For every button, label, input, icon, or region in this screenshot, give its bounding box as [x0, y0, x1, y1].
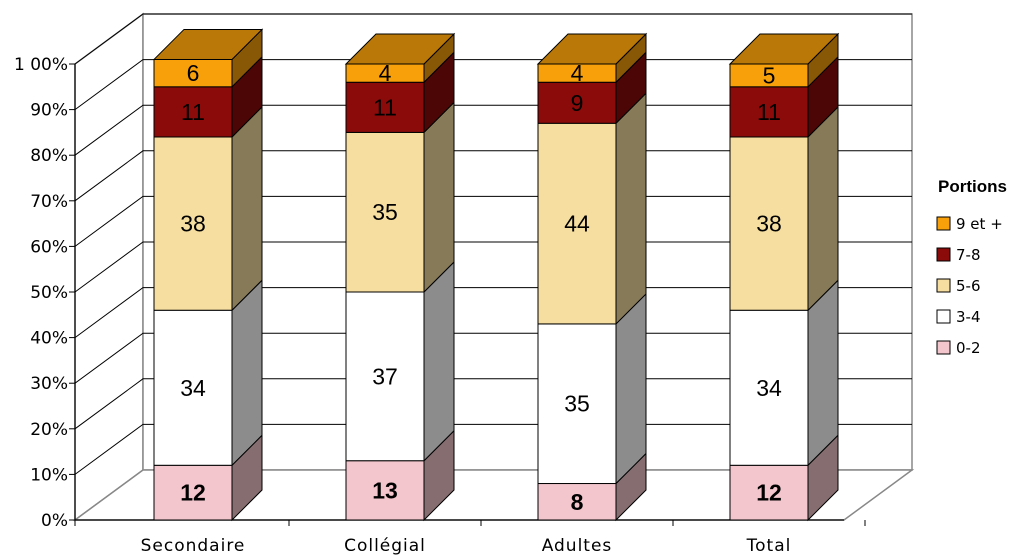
legend-item-3-4: 3-4	[936, 308, 981, 326]
y-axis-ticks: 0% 10% 20% 30% 40% 50% 60% 70% 80% 90% 1 00%	[14, 55, 75, 531]
data-label-5-6: 35	[372, 199, 398, 225]
y-tick-label: 50%	[30, 283, 68, 303]
gridline	[74, 423, 912, 475]
bar-top-9-et	[536, 33, 648, 65]
bar-segment-3-4	[729, 309, 809, 466]
data-label-0-2: 8	[571, 489, 584, 515]
legend-swatch	[936, 278, 951, 293]
y-tick-label: 80%	[30, 146, 68, 166]
bar-side-3-4	[615, 292, 647, 485]
bar-segment-7-8	[537, 81, 617, 124]
legend-item-5-6: 5-6	[936, 277, 981, 295]
legend-label: 7-8	[956, 246, 981, 264]
bar-top-9-et	[152, 28, 264, 60]
data-label-5-6: 38	[756, 211, 782, 237]
data-label-0-2: 12	[180, 480, 206, 506]
data-label-7-8: 11	[181, 99, 205, 125]
data-label-3-4: 37	[372, 363, 398, 389]
bar-side-3-4	[423, 260, 455, 462]
bar-segment-5-6	[537, 122, 617, 325]
y-tick-label: 20%	[30, 420, 68, 440]
legend-item-0-2: 0-2	[936, 339, 981, 357]
y-tick-label: 90%	[30, 101, 68, 121]
bar-side-3-4	[231, 279, 263, 467]
legend-swatch	[936, 216, 951, 231]
x-tick-label: Secondaire	[141, 536, 246, 556]
bar-segment-5-6	[153, 136, 233, 311]
legend-swatch	[936, 340, 951, 355]
gridline	[74, 195, 912, 247]
bar-segment-7-8	[345, 81, 425, 133]
bar-side-5-6	[807, 105, 839, 312]
bar-top-9-et	[728, 33, 840, 65]
legend-label: 3-4	[956, 308, 981, 326]
y-tick-label: 60%	[30, 237, 68, 257]
bar-top-9-et	[344, 33, 456, 65]
data-label-9-et: 4	[571, 60, 584, 86]
legend: Portions 9 et + 7-8 5-6 3-4 0-2	[936, 177, 1007, 357]
bar-segment-7-8	[153, 86, 233, 138]
y-tick-label: 70%	[30, 192, 68, 212]
y-tick-label: 0%	[41, 511, 68, 531]
data-label-9-et: 5	[763, 62, 776, 88]
legend-swatch	[936, 247, 951, 262]
x-tick-label: Adultes	[542, 536, 613, 556]
data-label-5-6: 38	[180, 211, 206, 237]
data-label-0-2: 12	[756, 480, 782, 506]
x-tick-label: Total	[746, 536, 792, 556]
data-label-5-6: 44	[564, 211, 590, 237]
bar-segment-0-2	[537, 483, 617, 521]
data-label-3-4: 35	[564, 391, 590, 417]
data-label-7-8: 9	[571, 90, 584, 116]
gridline	[74, 13, 912, 65]
bar-segment-0-2	[153, 464, 233, 521]
bar-segment-7-8	[729, 86, 809, 138]
bar-segment-5-6	[345, 131, 425, 293]
gridlines	[74, 13, 912, 475]
data-label-7-8: 11	[373, 94, 397, 120]
legend-swatch	[936, 309, 951, 324]
bar-stack-adultes: 8 35 44 9 4	[536, 32, 648, 522]
bar-segment-0-2	[729, 464, 809, 521]
data-label-9-et: 4	[379, 60, 392, 86]
gridline	[74, 104, 912, 156]
gridline	[74, 241, 912, 293]
bar-side-5-6	[423, 101, 455, 294]
y-tick-label: 1 00%	[14, 55, 68, 75]
y-tick-label: 10%	[30, 465, 68, 485]
legend-item-9-et: 9 et +	[936, 215, 1003, 233]
bars: 12 34 38 11 6 13 37 35 11 4 8 35 44 9 4 12 34 38 11 5	[152, 28, 840, 522]
legend-label: 9 et +	[956, 215, 1003, 233]
y-tick-label: 40%	[30, 329, 68, 349]
bar-segment-9-et	[153, 58, 233, 88]
bar-stack-coll-gial: 13 37 35 11 4	[344, 32, 456, 522]
gridline	[74, 378, 912, 430]
bar-stack-secondaire: 12 34 38 11 6	[152, 28, 264, 522]
legend-label: 0-2	[956, 339, 981, 357]
gridline	[74, 59, 912, 111]
y-tick-label: 30%	[30, 374, 68, 394]
x-axis-labels: Secondaire Collégial Adultes Total	[141, 536, 792, 556]
data-label-0-2: 13	[372, 477, 398, 503]
data-label-3-4: 34	[756, 375, 782, 401]
bar-stack-total: 12 34 38 11 5	[728, 32, 840, 522]
legend-item-7-8: 7-8	[936, 246, 981, 264]
legend-title: Portions	[938, 177, 1007, 196]
x-tick-label: Collégial	[344, 536, 426, 556]
gridline	[74, 332, 912, 384]
gridline	[74, 150, 912, 202]
bar-segment-0-2	[345, 460, 425, 521]
bar-side-5-6	[615, 92, 647, 326]
data-label-9-et: 6	[187, 60, 200, 86]
bar-side-5-6	[231, 105, 263, 312]
data-label-3-4: 34	[180, 375, 206, 401]
data-label-7-8: 11	[757, 99, 781, 125]
bar-segment-3-4	[345, 291, 425, 462]
gridline	[74, 287, 912, 339]
bar-segment-3-4	[153, 309, 233, 466]
legend-label: 5-6	[956, 277, 981, 295]
bar-side-3-4	[807, 279, 839, 467]
